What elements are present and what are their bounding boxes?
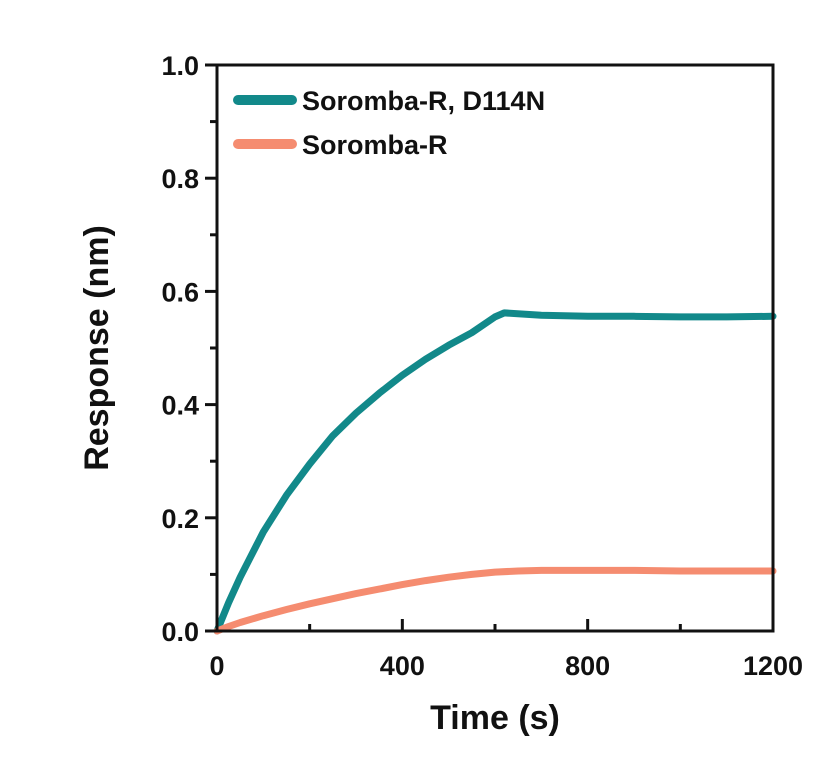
legend: Soromba-R, D114N Soromba-R (233, 86, 545, 160)
series-line-2 (213, 566, 777, 635)
y-axis-title: Response (nm) (78, 225, 116, 471)
x-tick-label: 0 (209, 651, 224, 681)
y-tick-label: 0.2 (161, 504, 199, 534)
series-layer (213, 309, 777, 635)
plot-frame (215, 63, 775, 633)
y-axis: 0.0 0.2 0.4 0.6 0.8 1.0 (161, 51, 217, 647)
x-tick-label: 1200 (743, 651, 803, 681)
x-axis-title: Time (s) (430, 699, 560, 737)
series-line-1 (213, 309, 777, 635)
legend-label: Soromba-R (302, 130, 448, 160)
y-tick-label: 1.0 (161, 51, 199, 81)
y-tick-label: 0.8 (161, 164, 199, 194)
legend-label: Soromba-R, D114N (302, 86, 545, 116)
x-axis: 0 400 800 1200 (209, 619, 803, 681)
y-tick-label: 0.0 (161, 617, 199, 647)
y-tick-label: 0.4 (161, 391, 199, 421)
x-tick-label: 800 (565, 651, 610, 681)
x-tick-label: 400 (380, 651, 425, 681)
y-tick-label: 0.6 (161, 277, 199, 307)
